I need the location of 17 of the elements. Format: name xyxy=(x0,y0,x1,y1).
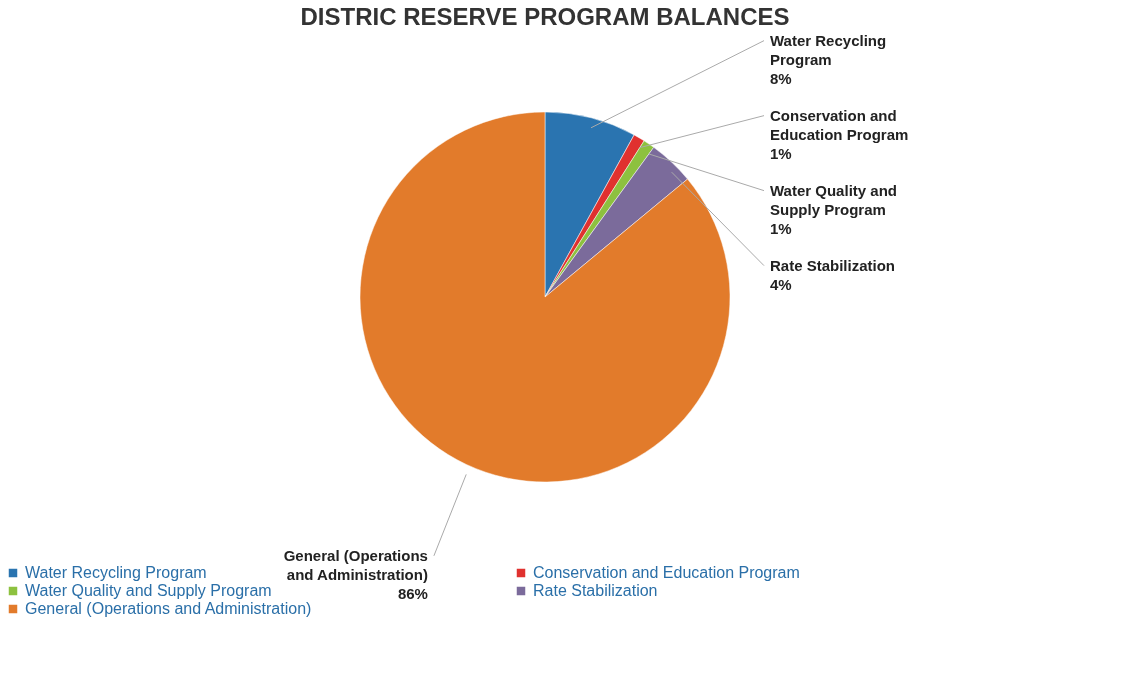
data-label: 8% xyxy=(770,69,792,87)
legend-label: Conservation and Education Program xyxy=(533,564,800,581)
data-label: 4% xyxy=(770,275,792,293)
slice-label: Rate Stabilization xyxy=(770,256,896,274)
chart-title: DISTRIC RESERVE PROGRAM BALANCES xyxy=(300,2,790,30)
legend-label: Water Quality and Supply Program xyxy=(25,582,272,599)
slice-label: Water Recycling Program xyxy=(770,31,887,68)
legend-label: Rate Stabilization xyxy=(533,582,658,599)
data-label: 1% xyxy=(770,219,792,237)
data-label: 86% xyxy=(397,584,428,602)
slice-label: Water Quality and Supply Program xyxy=(770,181,897,218)
legend-label: General (Operations and Administration) xyxy=(25,600,312,617)
slice-label: Conservation and Education Program xyxy=(770,106,909,143)
data-label: 1% xyxy=(770,144,792,162)
pie-slice xyxy=(359,111,731,482)
slice-label: General (Operations and Administration) xyxy=(283,546,428,583)
legend-label: Water Recycling Program xyxy=(25,564,207,581)
